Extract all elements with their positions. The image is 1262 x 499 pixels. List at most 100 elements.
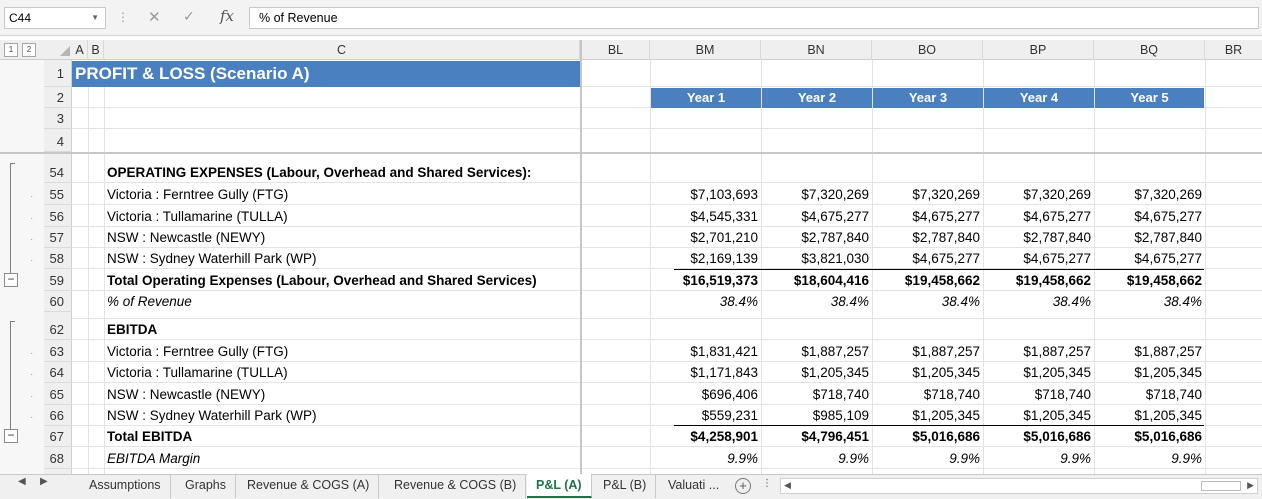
ebitda-total-y3[interactable]: $5,016,686 bbox=[912, 429, 980, 444]
opex-tulla-y3[interactable]: $4,675,277 bbox=[912, 209, 980, 224]
tab-graphs[interactable]: Graphs bbox=[176, 474, 236, 498]
opex-total-y4[interactable]: $19,458,662 bbox=[1015, 273, 1091, 288]
row-header-2[interactable]: 2 bbox=[44, 87, 72, 108]
ebitda-tulla-y4[interactable]: $1,205,345 bbox=[1023, 365, 1091, 380]
scroll-tabs-left-icon[interactable]: ◀ bbox=[18, 476, 26, 487]
row-header-66[interactable]: 66 bbox=[44, 405, 72, 426]
row-header-56[interactable]: 56 bbox=[44, 206, 72, 227]
opex-newy-y3[interactable]: $2,787,840 bbox=[912, 230, 980, 245]
ebitda-label-wp[interactable]: NSW : Sydney Waterhill Park (WP) bbox=[107, 408, 317, 423]
scroll-right-icon[interactable]: ▶ bbox=[1247, 480, 1254, 490]
opex-ftg-y4[interactable]: $7,320,269 bbox=[1023, 187, 1091, 202]
name-box[interactable]: C44 ▼ bbox=[4, 7, 106, 29]
ebitda-total-y5[interactable]: $5,016,686 bbox=[1134, 429, 1202, 444]
opex-wp-y2[interactable]: $3,821,030 bbox=[801, 251, 869, 266]
ebitda-tulla-y5[interactable]: $1,205,345 bbox=[1134, 365, 1202, 380]
row-header-4[interactable]: 4 bbox=[44, 129, 72, 152]
ebitda-tulla-y1[interactable]: $1,171,843 bbox=[690, 365, 758, 380]
cancel-icon[interactable]: ✕ bbox=[148, 9, 161, 26]
row-header-1[interactable]: 1 bbox=[44, 61, 72, 87]
row-header-59[interactable]: 59 bbox=[44, 270, 72, 291]
tab-revenue-cogs-b[interactable]: Revenue & COGS (B) bbox=[385, 474, 527, 498]
column-header-bn[interactable]: BN bbox=[761, 40, 872, 60]
opex-pct-y1[interactable]: 38.4% bbox=[719, 294, 758, 309]
opex-wp-y3[interactable]: $4,675,277 bbox=[912, 251, 980, 266]
ebitda-margin-y2[interactable]: 9.9% bbox=[838, 451, 869, 466]
ebitda-ftg-y2[interactable]: $1,887,257 bbox=[801, 344, 869, 359]
row-header-68[interactable]: 68 bbox=[44, 448, 72, 469]
opex-wp-y4[interactable]: $4,675,277 bbox=[1023, 251, 1091, 266]
scroll-tabs-right-icon[interactable]: ▶ bbox=[40, 476, 48, 487]
ebitda-margin-y1[interactable]: 9.9% bbox=[727, 451, 758, 466]
opex-newy-y1[interactable]: $2,701,210 bbox=[690, 230, 758, 245]
scrollbar-thumb[interactable] bbox=[1201, 481, 1241, 491]
opex-tulla-y5[interactable]: $4,675,277 bbox=[1134, 209, 1202, 224]
year-3-header[interactable]: Year 3 bbox=[873, 88, 983, 108]
opex-pct-y2[interactable]: 38.4% bbox=[830, 294, 869, 309]
opex-ftg-y3[interactable]: $7,320,269 bbox=[912, 187, 980, 202]
year-1-header[interactable]: Year 1 bbox=[651, 88, 761, 108]
opex-wp-y5[interactable]: $4,675,277 bbox=[1134, 251, 1202, 266]
ebitda-ftg-y5[interactable]: $1,887,257 bbox=[1134, 344, 1202, 359]
ebitda-newy-y1[interactable]: $696,406 bbox=[701, 387, 758, 402]
ebitda-label-ftg[interactable]: Victoria : Ferntree Gully (FTG) bbox=[107, 344, 289, 359]
ebitda-margin-y4[interactable]: 9.9% bbox=[1060, 451, 1091, 466]
opex-header[interactable]: OPERATING EXPENSES (Labour, Overhead and… bbox=[107, 165, 532, 180]
row-header-65[interactable]: 65 bbox=[44, 384, 72, 405]
horizontal-scrollbar[interactable]: ◀ ▶ bbox=[780, 478, 1258, 494]
row-header-60[interactable]: 60 bbox=[44, 291, 72, 312]
ebitda-tulla-y3[interactable]: $1,205,345 bbox=[912, 365, 980, 380]
collapse-group-opex-button[interactable]: − bbox=[4, 273, 18, 287]
ebitda-wp-y5[interactable]: $1,205,345 bbox=[1134, 408, 1202, 423]
column-header-a[interactable]: A bbox=[72, 40, 88, 60]
opex-newy-y4[interactable]: $2,787,840 bbox=[1023, 230, 1091, 245]
opex-wp-y1[interactable]: $2,169,139 bbox=[690, 251, 758, 266]
ebitda-tulla-y2[interactable]: $1,205,345 bbox=[801, 365, 869, 380]
column-header-c[interactable]: C bbox=[104, 40, 580, 60]
row-header-57[interactable]: 57 bbox=[44, 227, 72, 248]
insert-function-icon[interactable]: fx bbox=[220, 7, 235, 25]
ebitda-newy-y5[interactable]: $718,740 bbox=[1145, 387, 1202, 402]
ebitda-wp-y2[interactable]: $985,109 bbox=[812, 408, 869, 423]
opex-tulla-y1[interactable]: $4,545,331 bbox=[690, 209, 758, 224]
ebitda-margin-y5[interactable]: 9.9% bbox=[1171, 451, 1202, 466]
formula-input[interactable]: % of Revenue bbox=[249, 7, 1259, 29]
year-2-header[interactable]: Year 2 bbox=[762, 88, 872, 108]
row-header-3[interactable]: 3 bbox=[44, 108, 72, 129]
ebitda-margin-label[interactable]: EBITDA Margin bbox=[107, 451, 201, 466]
outline-level-2-button[interactable]: 2 bbox=[22, 43, 36, 57]
opex-total-y3[interactable]: $19,458,662 bbox=[904, 273, 980, 288]
collapse-group-ebitda-button[interactable]: − bbox=[4, 429, 18, 443]
opex-pct-y3[interactable]: 38.4% bbox=[941, 294, 980, 309]
ebitda-total-y4[interactable]: $5,016,686 bbox=[1023, 429, 1091, 444]
tab-pl-b[interactable]: P&L (B) bbox=[594, 474, 657, 498]
ebitda-wp-y3[interactable]: $1,205,345 bbox=[912, 408, 980, 423]
select-all-icon[interactable] bbox=[60, 46, 70, 56]
column-header-bo[interactable]: BO bbox=[872, 40, 983, 60]
opex-total-y2[interactable]: $18,604,416 bbox=[793, 273, 869, 288]
ebitda-total-y2[interactable]: $4,796,451 bbox=[801, 429, 869, 444]
year-4-header[interactable]: Year 4 bbox=[984, 88, 1094, 108]
opex-label-newy[interactable]: NSW : Newcastle (NEWY) bbox=[107, 230, 266, 245]
opex-tulla-y2[interactable]: $4,675,277 bbox=[801, 209, 869, 224]
row-header-63[interactable]: 63 bbox=[44, 341, 72, 362]
opex-tulla-y4[interactable]: $4,675,277 bbox=[1023, 209, 1091, 224]
ebitda-newy-y4[interactable]: $718,740 bbox=[1034, 387, 1091, 402]
chevron-down-icon[interactable]: ▼ bbox=[91, 13, 99, 22]
ebitda-newy-y3[interactable]: $718,740 bbox=[923, 387, 980, 402]
opex-ftg-y1[interactable]: $7,103,693 bbox=[690, 187, 758, 202]
row-header-58[interactable]: 58 bbox=[44, 248, 72, 269]
opex-label-tulla[interactable]: Victoria : Tullamarine (TULLA) bbox=[107, 209, 288, 224]
page-title[interactable]: PROFIT & LOSS (Scenario A) bbox=[72, 61, 580, 87]
check-icon[interactable]: ✓ bbox=[183, 8, 195, 24]
opex-total-y5[interactable]: $19,458,662 bbox=[1126, 273, 1202, 288]
opex-pct-label[interactable]: % of Revenue bbox=[107, 294, 192, 309]
tab-assumptions[interactable]: Assumptions bbox=[80, 474, 171, 498]
opex-ftg-y2[interactable]: $7,320,269 bbox=[801, 187, 869, 202]
opex-newy-y2[interactable]: $2,787,840 bbox=[801, 230, 869, 245]
ebitda-total-y1[interactable]: $4,258,901 bbox=[690, 429, 758, 444]
opex-newy-y5[interactable]: $2,787,840 bbox=[1134, 230, 1202, 245]
ebitda-total-label[interactable]: Total EBITDA bbox=[107, 429, 193, 444]
ebitda-wp-y1[interactable]: $559,231 bbox=[701, 408, 758, 423]
opex-label-ftg[interactable]: Victoria : Ferntree Gully (FTG) bbox=[107, 187, 289, 202]
